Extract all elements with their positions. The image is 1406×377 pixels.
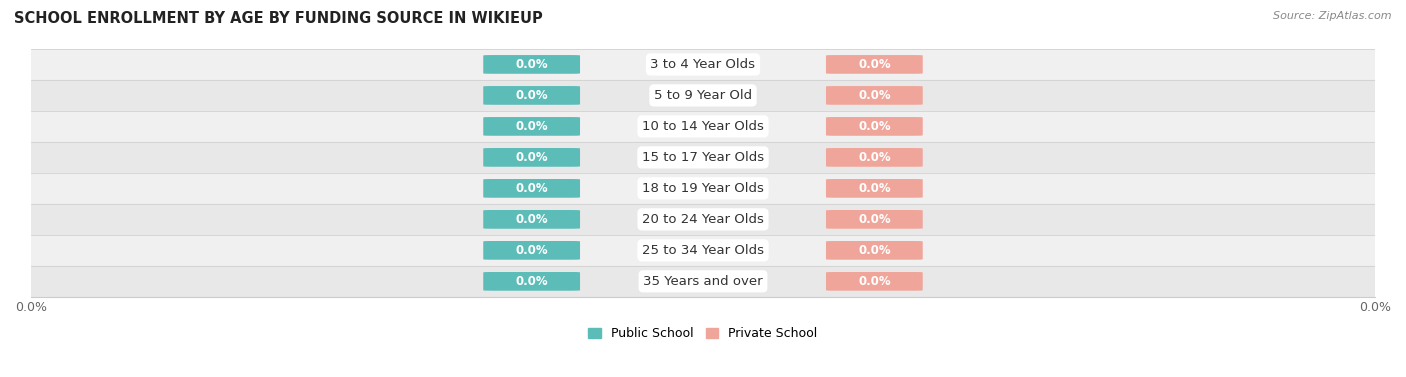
Text: 0.0%: 0.0%	[858, 275, 890, 288]
Bar	[31, 111, 1375, 142]
FancyBboxPatch shape	[825, 241, 922, 260]
Text: 0.0%: 0.0%	[858, 244, 890, 257]
Text: 0.0%: 0.0%	[858, 89, 890, 102]
FancyBboxPatch shape	[484, 55, 581, 74]
Text: 25 to 34 Year Olds: 25 to 34 Year Olds	[643, 244, 763, 257]
Text: 0.0%: 0.0%	[858, 120, 890, 133]
Text: 0.0%: 0.0%	[858, 58, 890, 71]
Text: 0.0%: 0.0%	[516, 120, 548, 133]
Text: 35 Years and over: 35 Years and over	[643, 275, 763, 288]
Text: 0.0%: 0.0%	[858, 213, 890, 226]
FancyBboxPatch shape	[825, 86, 922, 105]
Text: 0.0%: 0.0%	[858, 151, 890, 164]
Text: 0.0%: 0.0%	[516, 89, 548, 102]
Text: 0.0%: 0.0%	[516, 182, 548, 195]
Text: Source: ZipAtlas.com: Source: ZipAtlas.com	[1274, 11, 1392, 21]
Text: 0.0%: 0.0%	[516, 275, 548, 288]
Bar	[31, 173, 1375, 204]
Text: SCHOOL ENROLLMENT BY AGE BY FUNDING SOURCE IN WIKIEUP: SCHOOL ENROLLMENT BY AGE BY FUNDING SOUR…	[14, 11, 543, 26]
FancyBboxPatch shape	[484, 86, 581, 105]
Bar	[31, 204, 1375, 235]
Text: 20 to 24 Year Olds: 20 to 24 Year Olds	[643, 213, 763, 226]
Text: 0.0%: 0.0%	[516, 244, 548, 257]
FancyBboxPatch shape	[825, 148, 922, 167]
Bar	[31, 142, 1375, 173]
Text: 5 to 9 Year Old: 5 to 9 Year Old	[654, 89, 752, 102]
Text: 3 to 4 Year Olds: 3 to 4 Year Olds	[651, 58, 755, 71]
Text: 0.0%: 0.0%	[516, 151, 548, 164]
FancyBboxPatch shape	[484, 117, 581, 136]
Text: 18 to 19 Year Olds: 18 to 19 Year Olds	[643, 182, 763, 195]
Text: 10 to 14 Year Olds: 10 to 14 Year Olds	[643, 120, 763, 133]
Bar	[31, 49, 1375, 80]
FancyBboxPatch shape	[825, 210, 922, 229]
Legend: Public School, Private School: Public School, Private School	[583, 322, 823, 345]
FancyBboxPatch shape	[484, 241, 581, 260]
Text: 0.0%: 0.0%	[516, 58, 548, 71]
Bar	[31, 235, 1375, 266]
FancyBboxPatch shape	[484, 179, 581, 198]
FancyBboxPatch shape	[484, 148, 581, 167]
Text: 15 to 17 Year Olds: 15 to 17 Year Olds	[643, 151, 763, 164]
FancyBboxPatch shape	[484, 272, 581, 291]
Bar	[31, 80, 1375, 111]
FancyBboxPatch shape	[484, 210, 581, 229]
Bar	[31, 266, 1375, 297]
Text: 0.0%: 0.0%	[858, 182, 890, 195]
FancyBboxPatch shape	[825, 179, 922, 198]
FancyBboxPatch shape	[825, 272, 922, 291]
FancyBboxPatch shape	[825, 55, 922, 74]
Text: 0.0%: 0.0%	[516, 213, 548, 226]
FancyBboxPatch shape	[825, 117, 922, 136]
